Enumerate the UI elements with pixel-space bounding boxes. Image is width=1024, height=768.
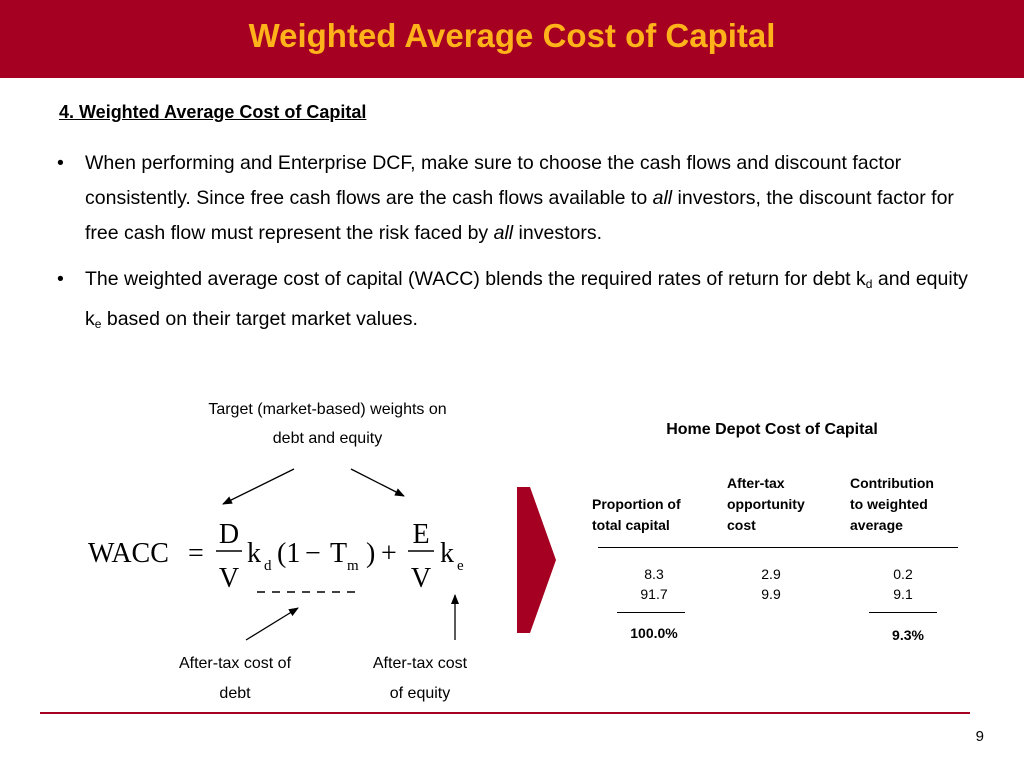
column-header-line: Contribution — [850, 475, 934, 491]
page-number: 9 — [975, 728, 984, 745]
column-header-proportion: Proportion of total capital — [592, 494, 712, 536]
bullet-text-part: and equity k — [85, 268, 968, 330]
table-cell: 2.9 — [761, 566, 781, 582]
contribution-values: 0.2 9.1 — [863, 564, 943, 604]
subtotal-rule-proportion — [617, 612, 685, 613]
formula-plus: + — [381, 538, 397, 569]
formula-d-numerator: D — [219, 519, 239, 550]
table-title: Home Depot Cost of Capital — [666, 421, 878, 438]
total-proportion: 100.0% — [630, 625, 678, 641]
bullet-marker: • — [57, 268, 64, 290]
subscript-d: d — [865, 277, 873, 291]
table-cell: 0.2 — [893, 566, 913, 582]
formula-tm-subscript: m — [347, 558, 359, 574]
formula-kd: k — [247, 538, 261, 569]
formula-close: ) — [366, 538, 375, 569]
subtotal-rule-contribution — [869, 612, 937, 613]
bullet-text: The weighted average cost of capital (WA… — [85, 262, 972, 342]
kd-label-line: After-tax cost of — [178, 655, 292, 672]
table-cell: 9.9 — [761, 586, 781, 602]
ke-label-line: of equity — [389, 685, 451, 702]
weights-label-line: debt and equity — [272, 430, 383, 447]
emphasis-all: all — [652, 187, 673, 209]
chevron-arrow-icon — [517, 487, 556, 633]
formula-e-numerator: E — [412, 519, 429, 550]
formula-kd-subscript: d — [264, 558, 272, 574]
emphasis-all: all — [493, 222, 514, 244]
arrow-to-equity-weight — [350, 468, 405, 497]
bullet-text-part: investors. — [513, 222, 602, 244]
bullet-text-part: investors, the discount factor for free … — [85, 187, 954, 244]
column-header-line: After-tax — [727, 475, 785, 491]
footer-divider — [40, 712, 970, 714]
weights-label: Target (market-based) weights on debt an… — [170, 395, 485, 453]
ke-label-line: After-tax cost — [372, 655, 468, 672]
slide-title: Weighted Average Cost of Capital — [248, 17, 776, 54]
ke-label: After-tax cost of equity — [345, 649, 495, 709]
formula-wacc: WACC — [88, 538, 169, 569]
formula-equals: = — [188, 538, 204, 569]
bullet-text: When performing and Enterprise DCF, make… — [85, 146, 972, 251]
column-header-line: opportunity — [727, 496, 805, 512]
arrow-to-cost-of-debt — [245, 607, 299, 641]
table-header-rule — [598, 547, 958, 548]
table-cell: 8.3 — [644, 566, 664, 582]
proportion-values: 8.3 91.7 — [614, 564, 694, 604]
formula-one-open: (1 — [277, 538, 300, 569]
subscript-e: e — [94, 317, 102, 331]
formula-ke-subscript: e — [457, 558, 464, 574]
formula-minus: − — [305, 538, 321, 569]
column-header-line: cost — [727, 517, 756, 533]
column-header-cost: After-tax opportunity cost — [727, 473, 842, 536]
column-header-contribution: Contribution to weighted average — [850, 473, 970, 536]
bullet-item: • When performing and Enterprise DCF, ma… — [57, 146, 972, 251]
formula-ke: k — [440, 538, 454, 569]
total-contribution: 9.3% — [892, 627, 924, 643]
bullet-item: • The weighted average cost of capital (… — [57, 262, 972, 342]
formula-v-denominator: V — [219, 563, 239, 594]
cost-values: 2.9 9.9 — [731, 564, 811, 604]
section-heading: 4. Weighted Average Cost of Capital — [59, 102, 367, 122]
formula-tm: T — [330, 538, 347, 569]
bullet-list: • When performing and Enterprise DCF, ma… — [57, 146, 972, 353]
bullet-text-part: The weighted average cost of capital (WA… — [85, 268, 866, 290]
bullet-text-part: When performing and Enterprise DCF, make… — [85, 152, 902, 209]
bullet-marker: • — [57, 152, 64, 174]
arrow-to-debt-weight — [222, 468, 295, 505]
column-header-line: average — [850, 517, 903, 533]
kd-label-line: debt — [219, 685, 251, 702]
formula-v-denominator: V — [411, 563, 431, 594]
column-header-line: to weighted — [850, 496, 928, 512]
table-cell: 91.7 — [640, 586, 668, 602]
weights-label-line: Target (market-based) weights on — [208, 401, 447, 418]
kd-label: After-tax cost of debt — [150, 649, 320, 709]
column-header-line: Proportion of — [592, 496, 681, 512]
bullet-text-part: based on their target market values. — [101, 308, 418, 330]
column-header-line: total capital — [592, 517, 670, 533]
table-cell: 9.1 — [893, 586, 913, 602]
title-bar: Weighted Average Cost of Capital — [0, 0, 1024, 78]
